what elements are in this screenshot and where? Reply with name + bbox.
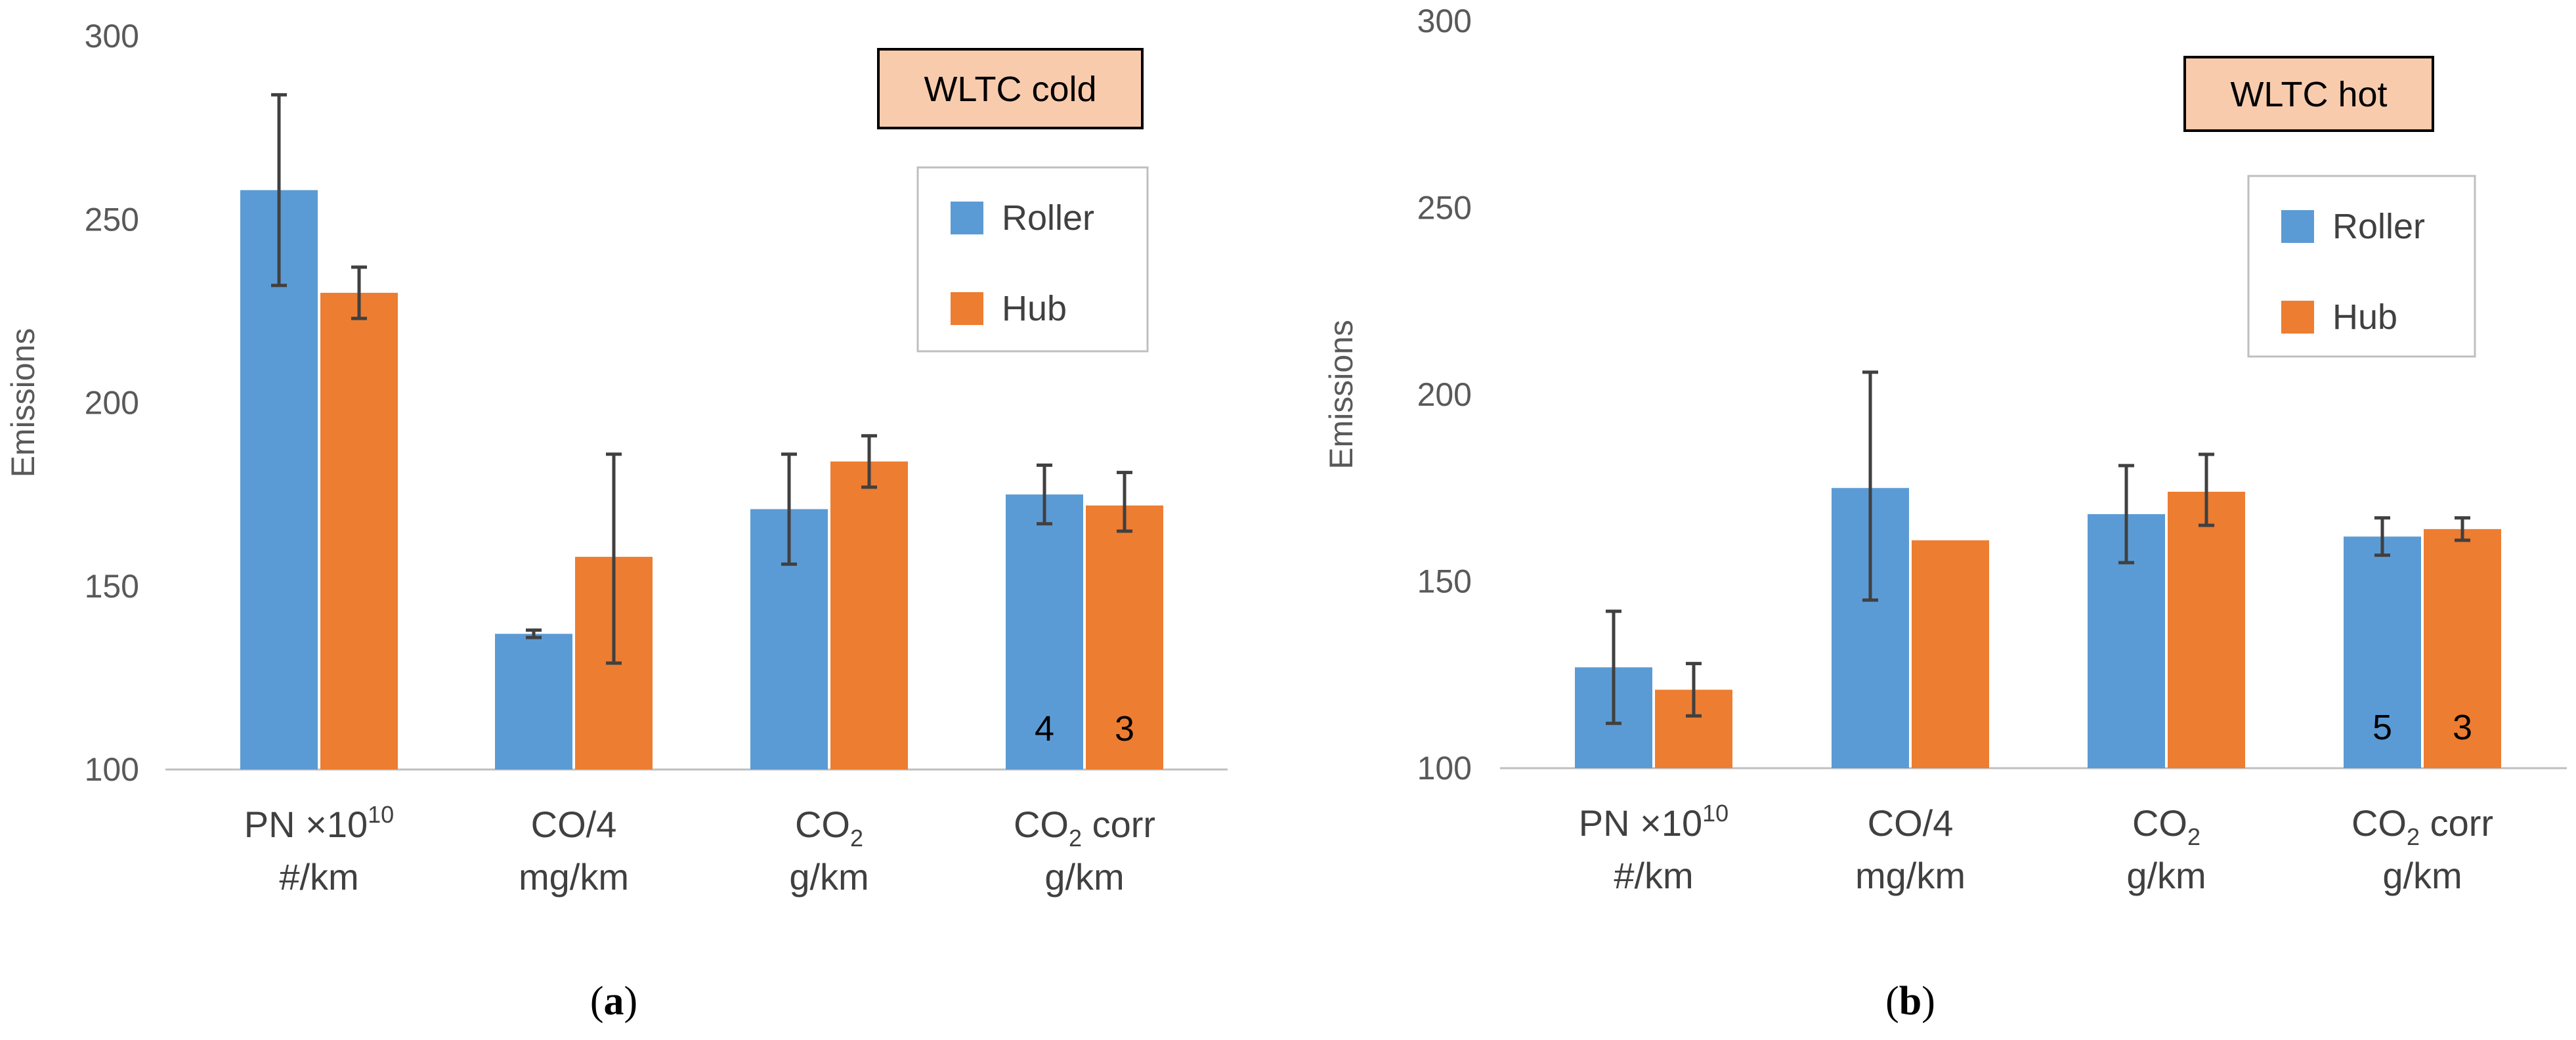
error-bar (861, 434, 877, 489)
x-category-label: CO2 (2132, 802, 2200, 850)
panel-label-paren: ( (590, 979, 604, 1024)
error-bar (2455, 516, 2470, 542)
legend-swatch-roller (951, 202, 983, 234)
y-tick-label: 300 (1417, 3, 1472, 39)
x-category-unit: g/km (789, 856, 869, 898)
sample-count-label: 3 (2453, 708, 2472, 747)
y-axis-label: Emissions (1323, 320, 1360, 469)
sample-count-label: 3 (1115, 709, 1134, 748)
category-subscript: 2 (1069, 825, 1082, 852)
legend-label-roller: Roller (2332, 207, 2425, 246)
panel-label-paren: ) (624, 979, 638, 1024)
category-main-text: CO (795, 804, 850, 845)
panel-label-paren: ) (1921, 979, 1935, 1024)
error-bar (1862, 370, 1878, 602)
bar-roller (1006, 494, 1083, 769)
legend-swatch-roller (2281, 210, 2314, 243)
category-superscript: 10 (1702, 800, 1728, 827)
y-tick-label: 250 (85, 201, 139, 238)
error-bar (271, 93, 287, 288)
x-category-label: PN ×1010 (1579, 800, 1728, 844)
category-main-text: CO (2132, 802, 2187, 844)
error-bar (526, 628, 542, 639)
x-category-unit: g/km (2382, 855, 2462, 896)
legend-label-roller: Roller (1002, 198, 1094, 238)
error-bar (606, 452, 622, 665)
x-category-label: PN ×1010 (244, 801, 394, 845)
error-bar (1037, 463, 1052, 526)
x-category-unit: #/km (279, 856, 358, 898)
x-category-unit: g/km (2126, 855, 2206, 896)
bar-roller (2344, 536, 2421, 768)
y-tick-label: 200 (85, 385, 139, 422)
bar-hub (830, 461, 908, 769)
category-tail-text: corr (2420, 802, 2493, 844)
category-main-text: PN ×10 (1579, 802, 1702, 844)
error-bar (2199, 452, 2214, 527)
legend-label-hub: Hub (2332, 297, 2397, 337)
sample-count-label: 5 (2372, 708, 2392, 747)
category-tail-text: corr (1082, 804, 1155, 845)
x-category-label: CO2 corr (1014, 804, 1155, 852)
y-tick-label: 150 (85, 568, 139, 605)
y-axis-label: Emissions (5, 328, 41, 478)
badge-box (2183, 56, 2434, 132)
category-superscript: 10 (368, 801, 394, 828)
bar-hub (1086, 505, 1163, 769)
x-category-unit: mg/km (519, 856, 629, 898)
error-bar (351, 265, 367, 320)
badge-box (877, 48, 1144, 129)
bar-roller (495, 634, 572, 769)
panel-label-paren: ( (1885, 979, 1899, 1024)
error-bar (1686, 662, 1702, 718)
error-bar (2118, 464, 2134, 565)
bar-hub (2424, 529, 2501, 768)
chart-panel-a: 100 150 200 250 300 Emissions 4 3 PN ×1010 #/km CO… (5, 18, 1228, 1024)
condition-badge: WLTC cold (877, 48, 1144, 129)
bar-hub (1912, 540, 1989, 768)
category-subscript: 2 (850, 825, 863, 852)
category-main-text: CO/4 (531, 804, 617, 845)
chart-panel-b: 100 150 200 250 300 Emissions 5 3 PN ×1010 #/km CO… (1323, 3, 2567, 1024)
y-tick-label: 150 (1417, 563, 1472, 600)
legend: Roller Hub (2247, 175, 2476, 358)
panel-label-letter: b (1899, 979, 1921, 1024)
category-subscript: 2 (2187, 823, 2200, 850)
x-category-label: CO2 corr (2351, 802, 2493, 850)
condition-badge: WLTC hot (2183, 56, 2434, 132)
bar-hub (2168, 491, 2245, 768)
panel-label: (a) (590, 979, 637, 1024)
x-category-label: CO2 (795, 804, 863, 852)
category-main-text: CO (2351, 802, 2407, 844)
category-main-text: CO (1014, 804, 1069, 845)
error-bar (781, 452, 797, 566)
badge-text: WLTC cold (924, 70, 1096, 109)
y-tick-label: 300 (85, 18, 139, 54)
x-category-unit: mg/km (1855, 855, 1965, 896)
error-bar (2374, 516, 2390, 557)
x-category-label: CO/4 (1868, 802, 1954, 844)
x-category-unit: #/km (1614, 855, 1693, 896)
panel-label-letter: a (604, 979, 624, 1024)
error-bar (1606, 609, 1621, 726)
badge-text: WLTC hot (2230, 75, 2387, 114)
error-bar (1117, 471, 1132, 533)
legend-swatch-hub (2281, 301, 2314, 334)
category-main-text: PN ×10 (244, 804, 368, 845)
legend-swatch-hub (951, 292, 983, 325)
category-main-text: CO/4 (1868, 802, 1954, 844)
y-tick-label: 100 (1417, 750, 1472, 787)
y-tick-label: 200 (1417, 376, 1472, 413)
legend: Roller Hub (916, 166, 1149, 353)
category-subscript: 2 (2407, 823, 2420, 850)
y-tick-label: 100 (85, 751, 139, 788)
y-tick-label: 250 (1417, 190, 1472, 227)
x-category-unit: g/km (1044, 856, 1124, 898)
legend-label-hub: Hub (1002, 289, 1067, 328)
bar-hub (320, 292, 398, 769)
x-category-label: CO/4 (531, 804, 617, 845)
sample-count-label: 4 (1035, 709, 1054, 748)
panel-label: (b) (1885, 979, 1935, 1024)
